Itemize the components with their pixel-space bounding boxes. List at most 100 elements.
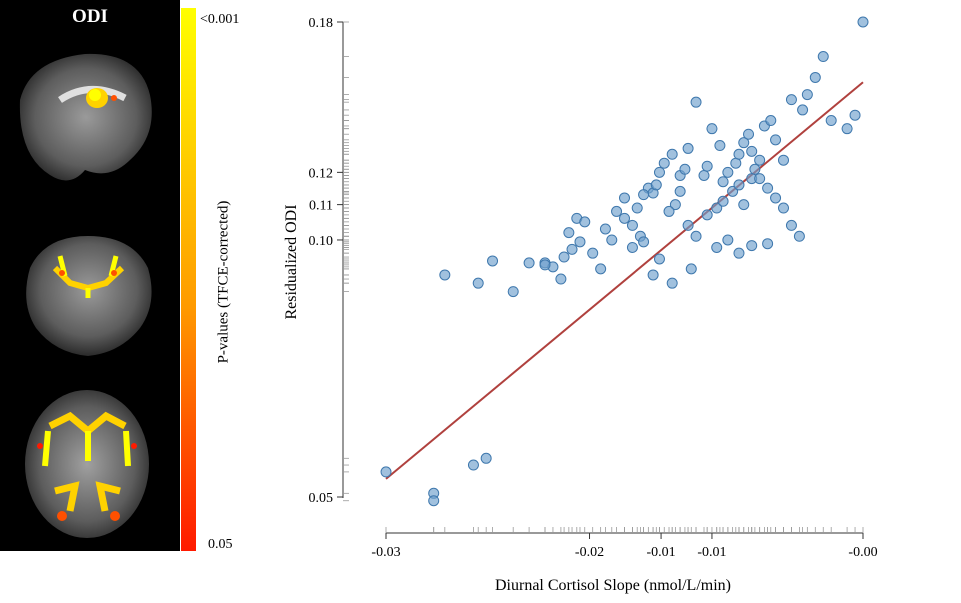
- scatter-point: [595, 263, 607, 275]
- scatter-point: [663, 205, 675, 217]
- scatter-point: [638, 189, 650, 201]
- scatter-point: [770, 134, 782, 146]
- scatter-point: [574, 236, 586, 248]
- x-tick-label: -0.03: [371, 545, 400, 560]
- scatter-point: [439, 269, 451, 281]
- scatter-point: [653, 253, 665, 265]
- scatter-point: [714, 140, 726, 152]
- scatter-point: [674, 185, 686, 197]
- scatter-point: [626, 219, 638, 231]
- scatter-point: [711, 202, 723, 214]
- x-tick-label: -0.01: [646, 545, 675, 560]
- scatter-point: [619, 212, 630, 224]
- scatter-point: [733, 179, 745, 191]
- scatter-point: [690, 230, 702, 242]
- scatter-point: [722, 166, 734, 178]
- scatter-point: [770, 192, 782, 204]
- scatter-point: [797, 104, 809, 116]
- scatter-point: [778, 154, 789, 166]
- sagittal-brain-slice: [19, 53, 152, 181]
- scatter-point: [841, 123, 853, 135]
- x-tick-label: -0.00: [848, 545, 877, 560]
- scatter-point: [690, 96, 702, 108]
- axial-brain-slice: [25, 390, 149, 538]
- scatter-point: [733, 148, 745, 160]
- scatter-point: [825, 115, 837, 127]
- scatter-point: [743, 128, 755, 140]
- scatter-point: [467, 459, 479, 471]
- scatter-point: [746, 240, 758, 252]
- scatter-point: [480, 452, 492, 464]
- scatter-point: [428, 495, 440, 507]
- scatter-point: [653, 166, 665, 178]
- scatter-point: [793, 230, 805, 242]
- scatter-point: [658, 157, 670, 169]
- panel-title: ODI: [72, 6, 108, 27]
- x-axis-label: Diurnal Cortisol Slope (nmol/L/min): [495, 577, 731, 594]
- scatter-point: [666, 277, 678, 289]
- scatter-point: [817, 51, 829, 63]
- scatter-point: [857, 16, 869, 28]
- scatter-point: [722, 234, 734, 246]
- scatter-point: [762, 182, 774, 194]
- scatter-point: [733, 247, 745, 259]
- scatter-point: [606, 234, 618, 246]
- y-tick-label: 0.11: [309, 199, 333, 214]
- scatter-point: [523, 257, 535, 269]
- scatter-point: [472, 277, 484, 289]
- y-tick-label: 0.10: [309, 234, 334, 249]
- scatter-point: [558, 251, 570, 263]
- scatter-point: [727, 185, 739, 197]
- scatter-point: [566, 243, 578, 255]
- scatter-point: [762, 238, 774, 250]
- scatter-point: [778, 202, 789, 214]
- scatter-point: [380, 466, 392, 478]
- scatter-point: [754, 154, 766, 166]
- scatter-point: [626, 241, 638, 253]
- scatter-point: [749, 163, 761, 175]
- colorbar-top-label: <0.001: [200, 12, 240, 27]
- scatter-point: [650, 179, 662, 191]
- scatter-point: [801, 89, 813, 101]
- y-tick-label: 0.05: [309, 491, 334, 506]
- scatter-point: [706, 123, 718, 135]
- scatter-point: [717, 176, 729, 188]
- brain-image-panel: ODI: [0, 0, 180, 551]
- regression-line: [385, 81, 864, 480]
- scatter-point: [647, 269, 659, 281]
- scatter-point: [738, 199, 750, 211]
- scatter-point: [701, 209, 713, 221]
- p-value-colorbar: [181, 8, 196, 551]
- scatter-point: [785, 219, 797, 231]
- scatter-point: [666, 148, 678, 160]
- scatter-point: [701, 160, 713, 172]
- x-tick-label: -0.01: [697, 545, 726, 560]
- scatter-point: [711, 241, 723, 253]
- x-tick-label: -0.02: [575, 545, 604, 560]
- scatter-point: [539, 259, 551, 271]
- scatter-point: [679, 163, 691, 175]
- scatter-point: [685, 263, 697, 275]
- scatter-point: [765, 115, 777, 127]
- y-tick-label: 0.12: [309, 166, 334, 181]
- scatter-point: [738, 137, 750, 149]
- scatter-point: [631, 202, 643, 214]
- scatter-point: [563, 227, 575, 239]
- scatter-point: [555, 273, 567, 285]
- scatter-point: [487, 255, 499, 267]
- scatter-point: [669, 199, 681, 211]
- scatter-point: [599, 223, 611, 235]
- scatter-point: [698, 169, 710, 181]
- scatter-point: [638, 236, 650, 248]
- scatter-point: [849, 109, 861, 121]
- scatter-point: [717, 195, 729, 207]
- scatter-point: [785, 94, 797, 106]
- scatter-point: [682, 142, 694, 154]
- scatter-point: [682, 219, 694, 231]
- y-tick-label: 0.18: [309, 16, 334, 31]
- scatter-point: [611, 205, 623, 217]
- scatter-point: [754, 173, 766, 185]
- y-axis-label: Residualized ODI: [283, 204, 300, 319]
- scatter-point: [507, 286, 519, 298]
